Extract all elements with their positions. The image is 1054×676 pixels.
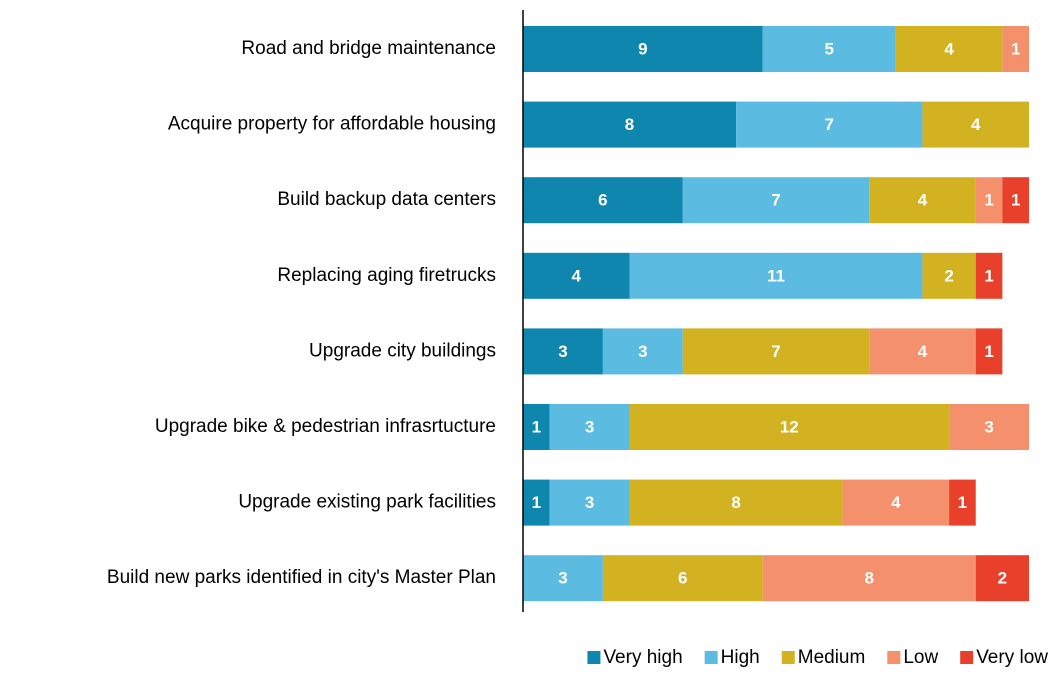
- bar-segment: [602, 328, 683, 375]
- data-label: 8: [625, 115, 634, 134]
- bar-segment: [975, 252, 1003, 299]
- data-label: 6: [598, 191, 607, 210]
- bar-segment: [523, 555, 603, 602]
- bar-segment: [949, 479, 976, 526]
- bar-segment: [523, 328, 603, 375]
- data-label: 7: [825, 115, 834, 134]
- data-label: 4: [918, 342, 928, 361]
- bar-segment: [682, 177, 870, 224]
- bar-segment: [922, 101, 1029, 148]
- data-label: 1: [984, 342, 993, 361]
- data-label: 12: [780, 417, 799, 436]
- category-label: Upgrade city buildings: [309, 340, 496, 361]
- data-label: 3: [585, 417, 594, 436]
- data-label: 2: [998, 569, 1007, 588]
- bar-segment: [762, 555, 976, 602]
- legend-swatch: [587, 651, 601, 664]
- data-label: 3: [585, 493, 594, 512]
- data-label: 1: [984, 266, 993, 285]
- category-label: Build new parks identified in city's Mas…: [107, 567, 496, 588]
- legend-swatch: [704, 651, 718, 664]
- data-label: 8: [731, 493, 740, 512]
- category-label: Upgrade bike & pedestrian infrasrtucture: [155, 416, 496, 437]
- data-label: 4: [971, 115, 981, 134]
- data-label: 4: [891, 493, 901, 512]
- data-label: 1: [532, 417, 541, 436]
- bar-segment: [523, 101, 737, 148]
- bar-segment: [629, 479, 843, 526]
- bar-segment: [682, 328, 870, 375]
- data-label: 3: [984, 417, 993, 436]
- data-label: 3: [558, 569, 567, 588]
- data-label: 1: [984, 191, 993, 210]
- data-label: 8: [864, 569, 873, 588]
- data-label: 7: [771, 191, 780, 210]
- data-label: 1: [532, 493, 541, 512]
- legend-swatch: [887, 651, 901, 664]
- bar-segment: [922, 252, 976, 299]
- bar-segment: [523, 26, 763, 72]
- category-label: Acquire property for affordable housing: [168, 114, 496, 135]
- bar-segment: [629, 252, 923, 299]
- category-label: Upgrade existing park facilities: [238, 492, 496, 513]
- legend-label: Very high: [603, 647, 682, 668]
- bar-segment: [523, 404, 550, 450]
- bar-segment: [1002, 26, 1029, 72]
- data-label: 3: [638, 342, 647, 361]
- bar-segment: [975, 328, 1003, 375]
- bar-segment: [1002, 177, 1029, 224]
- data-label: 1: [1011, 39, 1020, 58]
- bar-segment: [523, 479, 550, 526]
- category-label: Road and bridge maintenance: [241, 38, 496, 59]
- legend-label: Low: [903, 647, 938, 668]
- legend-label: Medium: [798, 647, 866, 668]
- data-label: 4: [918, 191, 928, 210]
- data-label: 4: [572, 266, 582, 285]
- bar-segment: [629, 404, 950, 450]
- data-label: 9: [638, 39, 647, 58]
- legend-label: High: [721, 647, 760, 668]
- category-label: Build backup data centers: [277, 189, 496, 210]
- data-label: 1: [958, 493, 967, 512]
- bar-segment: [523, 252, 630, 299]
- bar-segment: [549, 404, 630, 450]
- legend-swatch: [781, 651, 795, 664]
- legend-label: Very low: [976, 647, 1048, 668]
- bar-segment: [975, 177, 1003, 224]
- data-label: 3: [558, 342, 567, 361]
- data-label: 6: [678, 569, 687, 588]
- bar-segment: [736, 101, 923, 148]
- bar-segment: [762, 26, 896, 72]
- bar-segment: [602, 555, 763, 602]
- data-label: 1: [1011, 191, 1020, 210]
- bar-segment: [975, 555, 1029, 602]
- data-label: 5: [825, 39, 834, 58]
- bar-segment: [523, 177, 683, 224]
- bar-segment: [949, 404, 1029, 450]
- data-label: 7: [771, 342, 780, 361]
- data-label: 4: [944, 39, 954, 58]
- data-label: 2: [944, 266, 953, 285]
- bar-segment: [869, 328, 976, 375]
- bar-segment: [895, 26, 1003, 72]
- bar-segment: [869, 177, 976, 224]
- category-label: Replacing aging firetrucks: [277, 265, 496, 286]
- legend-swatch: [960, 651, 974, 664]
- bar-segment: [549, 479, 630, 526]
- data-label: 11: [767, 266, 785, 285]
- bar-segment: [842, 479, 950, 526]
